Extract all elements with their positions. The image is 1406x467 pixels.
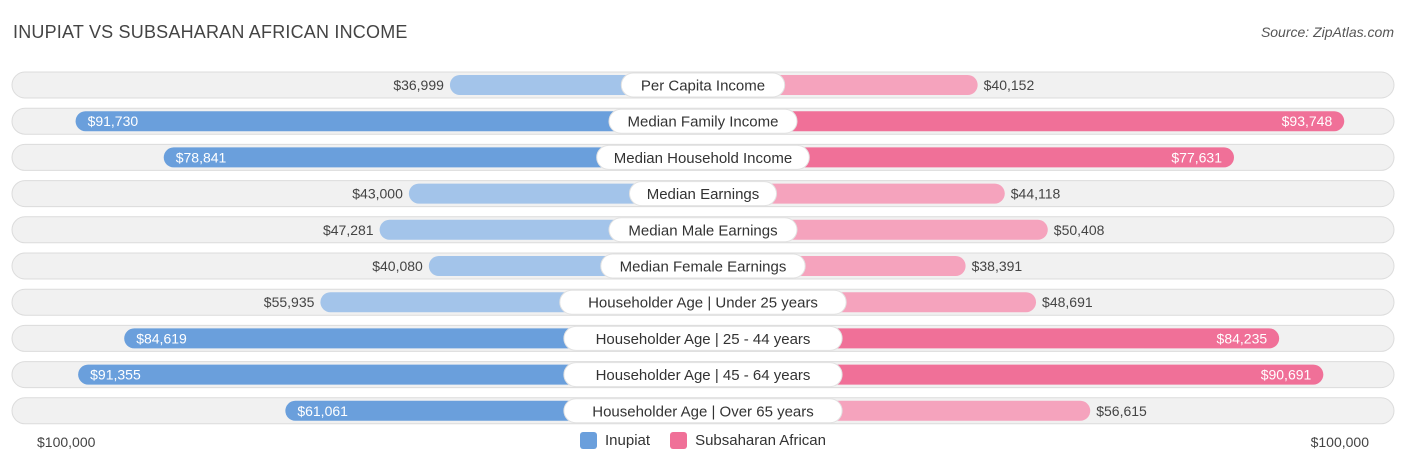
legend-swatch-inupiat — [580, 432, 598, 449]
value-label-inupiat-householder-age-25-44-years: $84,619 — [136, 330, 187, 346]
value-label-subsaharan-african-householder-age-25-44-years: $84,235 — [1217, 330, 1268, 346]
category-label-median-family-income: Median Family Income — [628, 114, 779, 131]
value-label-inupiat-householder-age-45-64-years: $91,355 — [90, 367, 141, 383]
chart-canvas: $36,999 $40,152 Per Capita Income $91,730 $9… — [11, 71, 1395, 425]
legend-label-subsaharan-african: Subsaharan African — [695, 432, 826, 449]
value-label-inupiat-householder-age-under-25-years: $55,935 — [264, 294, 315, 310]
bar-subsaharan-african-median-earnings — [703, 183, 1005, 204]
value-label-subsaharan-african-median-earnings: $44,118 — [1011, 186, 1061, 202]
bar-subsaharan-african-median-household-income — [703, 147, 1234, 168]
category-label-median-household-income: Median Household Income — [614, 150, 792, 167]
bar-inupiat-median-household-income — [163, 147, 704, 168]
category-label-per-capita-income: Per Capita Income — [641, 78, 765, 95]
category-label-median-female-earnings: Median Female Earnings — [620, 259, 787, 276]
axis-label-left: $100,000 — [37, 434, 96, 450]
value-label-inupiat-per-capita-income: $36,999 — [393, 77, 444, 93]
category-pill-householder-age-25-44-years — [563, 325, 843, 351]
category-label-householder-age-25-44-years: Householder Age | 25 - 44 years — [596, 331, 811, 348]
category-label-median-male-earnings: Median Male Earnings — [628, 222, 777, 239]
bar-subsaharan-african-householder-age-25-44-years — [703, 328, 1280, 349]
value-label-inupiat-median-earnings: $43,000 — [352, 186, 403, 202]
category-pill-median-female-earnings — [600, 253, 806, 279]
value-label-subsaharan-african-median-female-earnings: $38,391 — [972, 258, 1023, 274]
category-pill-median-earnings — [629, 181, 777, 207]
bar-subsaharan-african-median-family-income — [703, 111, 1345, 132]
legend-item-inupiat[interactable]: Inupiat — [580, 432, 650, 449]
value-label-inupiat-median-household-income: $78,841 — [176, 149, 227, 165]
category-label-householder-age-over-65-years: Householder Age | Over 65 years — [592, 403, 814, 420]
category-pill-householder-age-over-65-years — [563, 398, 843, 424]
axis-label-right: $100,000 — [1310, 434, 1369, 450]
bar-inupiat-householder-age-25-44-years — [124, 328, 703, 349]
value-label-subsaharan-african-median-household-income: $77,631 — [1171, 149, 1222, 165]
legend-item-subsaharan-african[interactable]: Subsaharan African — [670, 432, 826, 449]
value-label-inupiat-median-male-earnings: $47,281 — [323, 222, 374, 238]
category-pill-median-family-income — [608, 108, 798, 134]
value-label-inupiat-median-family-income: $91,730 — [88, 113, 139, 129]
category-pill-householder-age-under-25-years — [559, 289, 847, 315]
category-pill-householder-age-45-64-years — [563, 362, 843, 388]
value-label-subsaharan-african-median-family-income: $93,748 — [1282, 113, 1333, 129]
value-label-subsaharan-african-householder-age-45-64-years: $90,691 — [1261, 367, 1312, 383]
category-pill-median-male-earnings — [608, 217, 798, 243]
source-note: Source: ZipAtlas.com — [1260, 24, 1394, 40]
value-label-subsaharan-african-per-capita-income: $40,152 — [984, 77, 1035, 93]
category-pill-per-capita-income — [620, 72, 786, 98]
bar-subsaharan-african-householder-age-45-64-years — [703, 364, 1324, 385]
value-label-inupiat-householder-age-over-65-years: $61,061 — [297, 403, 348, 419]
category-label-householder-age-under-25-years: Householder Age | Under 25 years — [588, 295, 818, 312]
category-label-householder-age-45-64-years: Householder Age | 45 - 64 years — [596, 367, 811, 384]
value-label-inupiat-median-female-earnings: $40,080 — [372, 258, 423, 274]
bar-inupiat-median-family-income — [75, 111, 704, 132]
chart-title: INUPIAT VS SUBSAHARAN AFRICAN INCOME — [13, 22, 408, 42]
bar-inupiat-householder-age-45-64-years — [78, 364, 704, 385]
category-label-median-earnings: Median Earnings — [647, 186, 760, 203]
value-label-subsaharan-african-householder-age-under-25-years: $48,691 — [1042, 294, 1093, 310]
legend-swatch-subsaharan-african — [670, 432, 688, 449]
legend: Inupiat Subsaharan African — [0, 432, 1406, 449]
legend-label-inupiat: Inupiat — [605, 432, 651, 449]
bar-inupiat-median-earnings — [408, 183, 703, 204]
value-label-subsaharan-african-median-male-earnings: $50,408 — [1054, 222, 1105, 238]
value-label-subsaharan-african-householder-age-over-65-years: $56,615 — [1096, 403, 1147, 419]
category-pill-median-household-income — [596, 144, 810, 170]
